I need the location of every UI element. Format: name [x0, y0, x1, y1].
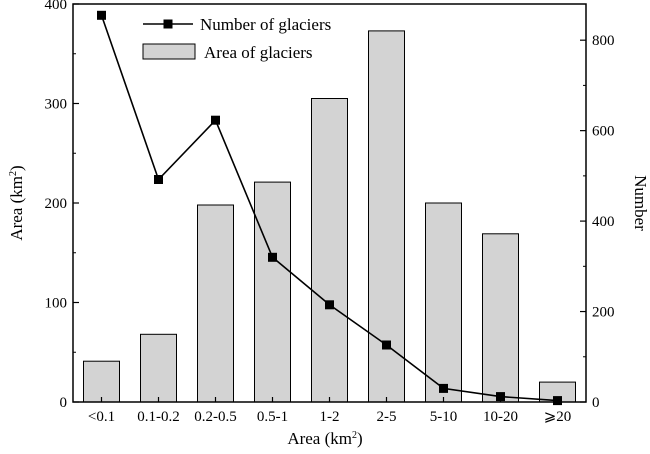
data-point [439, 383, 448, 393]
bar [254, 181, 291, 403]
bar [140, 333, 177, 403]
data-point [325, 300, 334, 310]
bar [368, 30, 405, 403]
left-axis-title: Area (km2) [7, 165, 26, 240]
legend: Number of glaciers Area of glaciers [142, 15, 331, 62]
x-tick-label: 1-2 [320, 409, 340, 425]
right-y-tick-label: 0 [592, 395, 600, 411]
bar [197, 204, 234, 403]
x-tick-label: 5-10 [430, 409, 458, 425]
data-point [211, 115, 220, 125]
bar [311, 98, 348, 403]
left-y-tick-label: 100 [45, 296, 68, 312]
data-point [382, 340, 391, 350]
right-axis-title: Number [631, 175, 650, 231]
x-axis: <0.1 0.1-0.2 0.2-0.5 0.5-1 1-2 2-5 5-10 10-20 ⩾2… [88, 397, 571, 425]
x-tick-label: <0.1 [88, 409, 115, 425]
bar-series-area [83, 30, 576, 403]
x-tick-label: 2-5 [377, 409, 397, 425]
bar [482, 233, 519, 403]
data-point [97, 10, 106, 20]
right-y-axis: 0 200 400 600 800 [580, 33, 615, 411]
legend-label-number: Number of glaciers [200, 15, 331, 34]
data-point [496, 392, 505, 402]
legend-item-area: Area of glaciers [142, 43, 313, 62]
left-y-tick-label: 400 [45, 0, 68, 13]
right-y-tick-label: 200 [592, 305, 615, 321]
legend-item-number: Number of glaciers [143, 15, 331, 34]
left-y-axis: 0 100 200 300 400 [45, 0, 79, 411]
legend-bar-symbol [142, 43, 196, 60]
x-tick-label: 10-20 [483, 409, 518, 425]
right-y-tick-label: 800 [592, 33, 615, 49]
x-axis-title: Area (km2) [287, 429, 362, 448]
legend-label-area: Area of glaciers [204, 43, 313, 62]
bar [83, 360, 120, 403]
legend-marker-symbol [163, 19, 173, 29]
data-point [268, 252, 277, 262]
x-tick-label: 0.2-0.5 [194, 409, 237, 425]
left-y-tick-label: 0 [60, 395, 68, 411]
data-point [154, 175, 163, 184]
left-y-tick-label: 300 [45, 97, 68, 113]
right-y-tick-label: 600 [592, 124, 615, 140]
x-tick-label: 0.5-1 [257, 409, 288, 425]
right-y-tick-label: 400 [592, 214, 615, 230]
left-y-tick-label: 200 [45, 196, 68, 212]
bar [425, 202, 462, 403]
x-tick-label: ⩾20 [544, 409, 572, 425]
x-tick-label: 0.1-0.2 [137, 409, 180, 425]
